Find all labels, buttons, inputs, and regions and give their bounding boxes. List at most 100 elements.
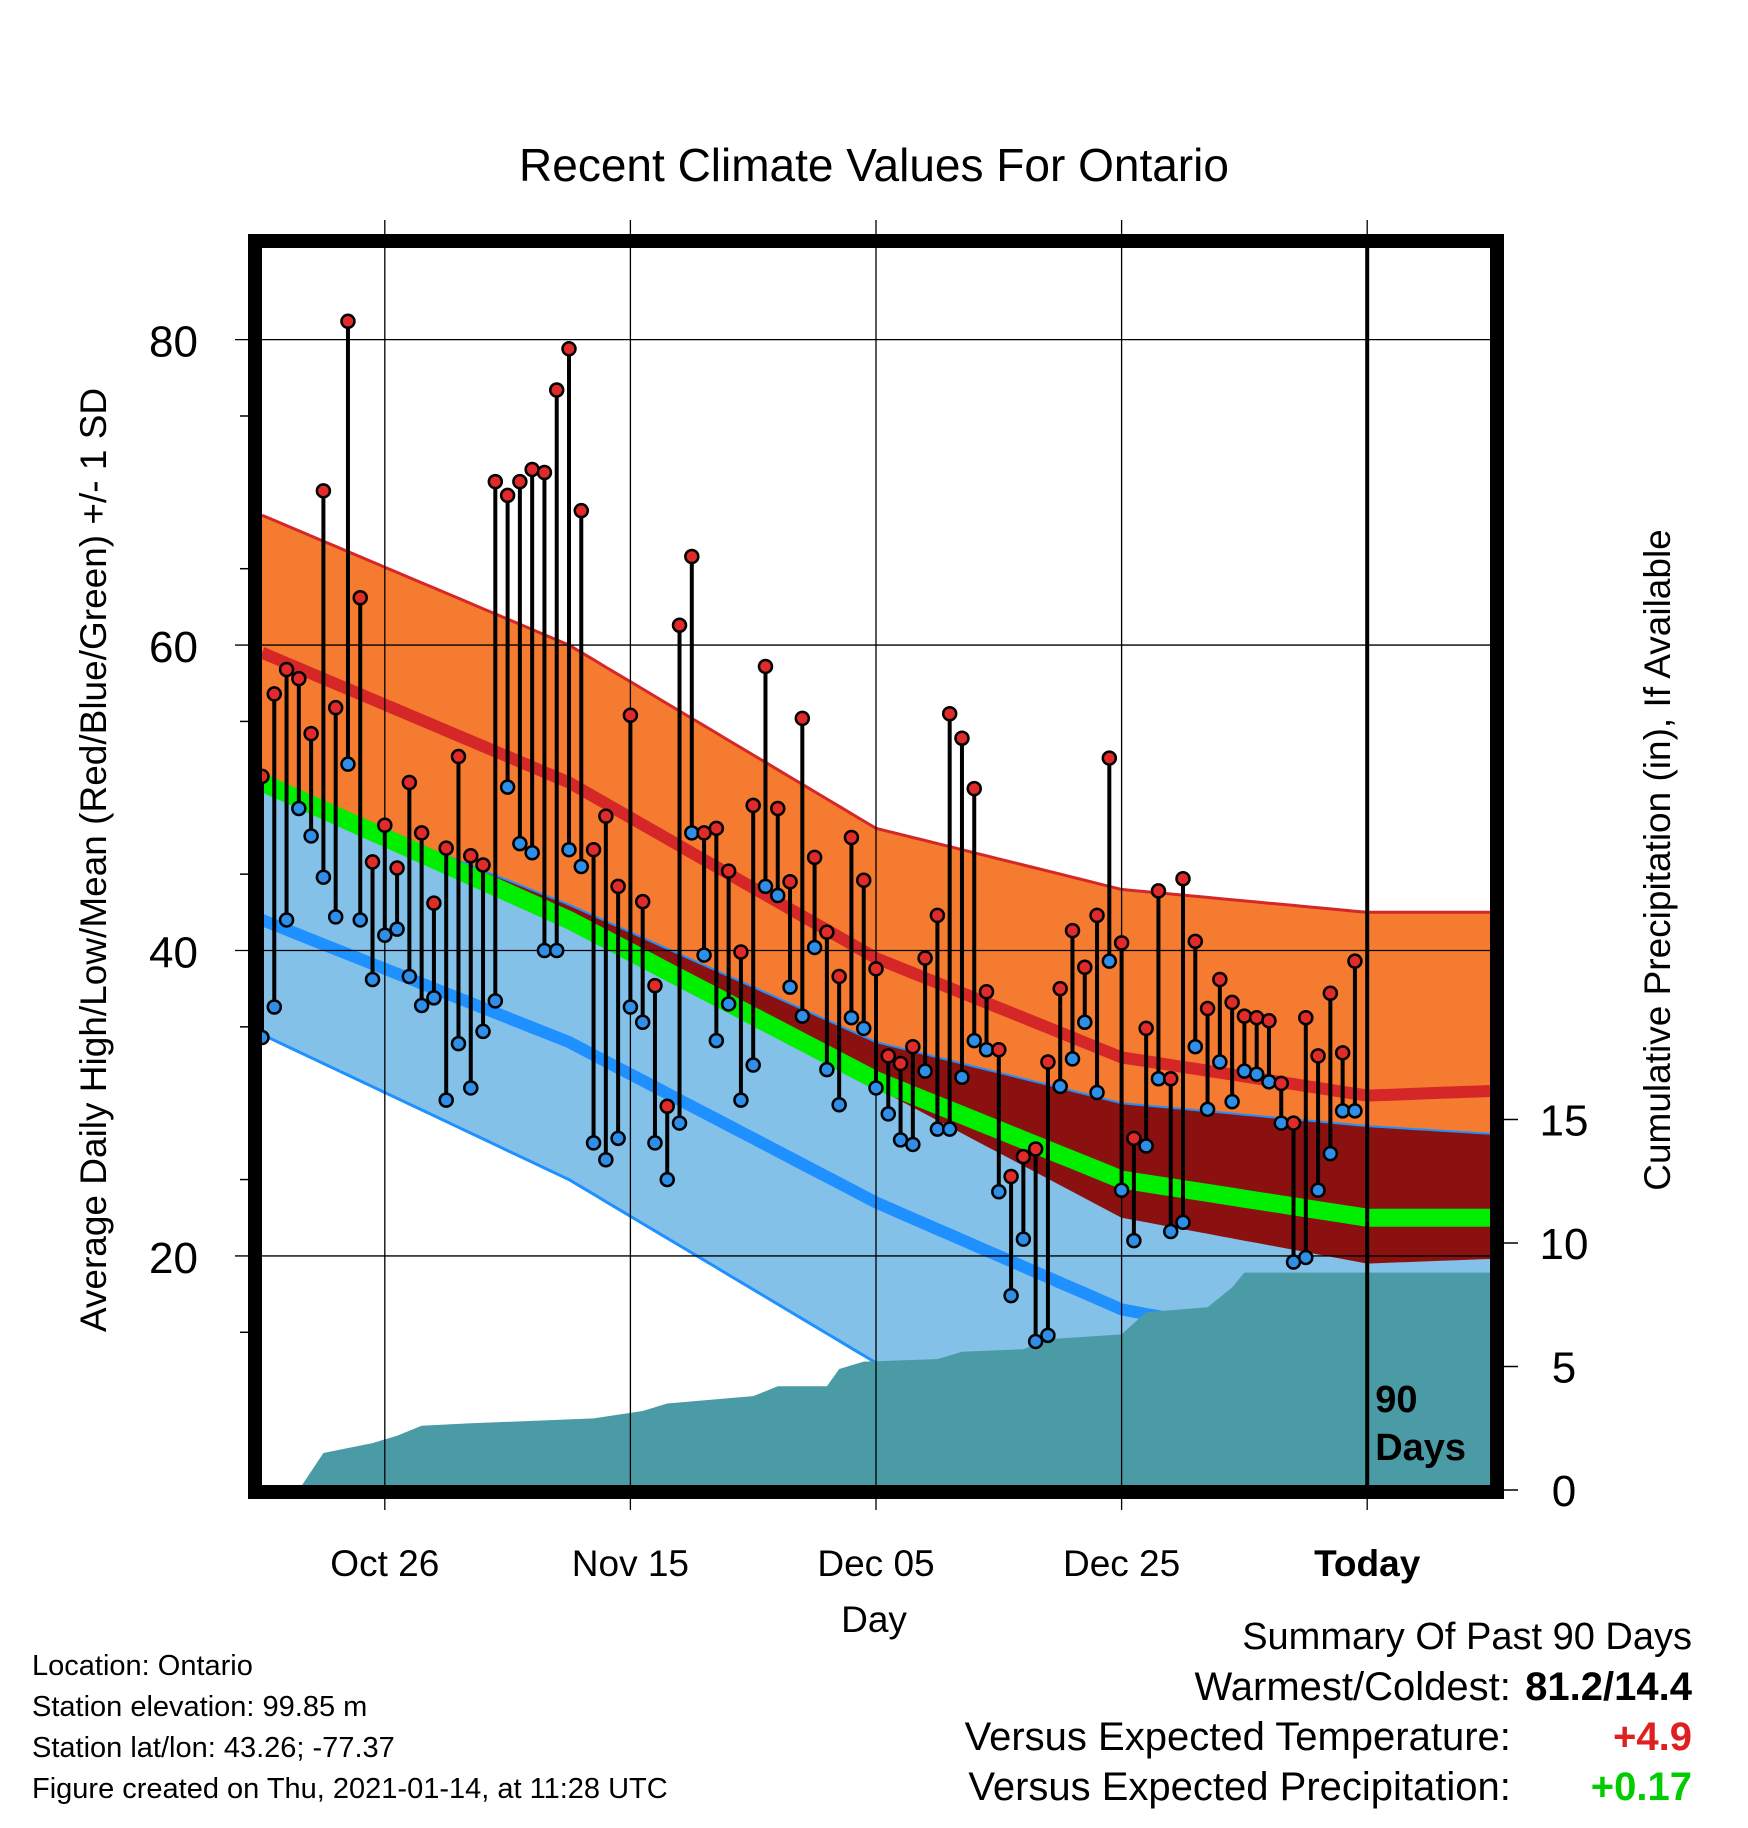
latlon-text: Station lat/lon: 43.26; -77.37 (32, 1732, 395, 1764)
daily-high-point (303, 725, 319, 742)
daily-low-point (720, 996, 737, 1012)
daily-low-point (1187, 1038, 1204, 1055)
daily-low-point (1027, 1333, 1044, 1350)
plot-frame (248, 234, 1504, 1499)
daily-high-point (1347, 953, 1363, 969)
daily-low-point (1162, 1223, 1179, 1240)
daily-high-point (978, 983, 995, 1000)
daily-high-point (561, 341, 577, 357)
daily-high-point (880, 1048, 897, 1064)
daily-low-point (262, 1029, 270, 1046)
daily-high-point (1187, 933, 1204, 950)
daily-high-point (291, 670, 307, 687)
daily-high-point (499, 487, 516, 504)
daily-high-point (1089, 907, 1105, 924)
daily-low-point (1138, 1138, 1154, 1154)
daily-low-point (634, 1014, 651, 1031)
daily-low-point (1113, 1182, 1130, 1199)
daily-high-point (905, 1038, 921, 1055)
daily-high-point (745, 797, 761, 814)
daily-high-point (917, 950, 933, 966)
daily-high-point (450, 748, 467, 765)
daily-low-point (1322, 1145, 1339, 1162)
daily-high-point (463, 848, 479, 864)
daily-low-point (991, 1184, 1007, 1200)
daily-high-point (1261, 1012, 1277, 1029)
daily-high-point (1236, 1008, 1253, 1024)
daily-high-point (377, 817, 393, 834)
daily-high-point (1224, 994, 1240, 1011)
daily-high-point (794, 710, 811, 727)
summary-temperature: Versus Expected Temperature: +4.9 (965, 1712, 1692, 1762)
daily-high-point (831, 968, 847, 985)
daily-low-point (1212, 1054, 1228, 1070)
daily-low-point (266, 999, 283, 1015)
daily-high-point (1126, 1130, 1142, 1147)
daily-low-point (1310, 1182, 1326, 1199)
daily-high-point (1298, 1009, 1314, 1026)
chart-title: Recent Climate Values For Ontario (519, 139, 1229, 191)
daily-low-point (868, 1080, 884, 1096)
precip-label: Versus Expected Precipitation: (968, 1765, 1511, 1809)
daily-low-point (561, 841, 577, 858)
daily-low-point (426, 990, 442, 1006)
daily-high-point (733, 944, 749, 960)
daily-low-point (917, 1063, 933, 1079)
x-tick-label: Today (1314, 1543, 1421, 1584)
elevation-text: Station elevation: 99.85 m (32, 1691, 368, 1723)
daily-low-point (1298, 1249, 1314, 1266)
summary-heading: Summary Of Past 90 Days (1242, 1616, 1692, 1658)
daily-high-point (573, 502, 590, 519)
axes: 20 40 60 80 0 5 10 15 Oct 26 Nov 15 Dec 05 Dec 25 To… (149, 234, 1589, 1584)
daily-low-point (671, 1115, 688, 1131)
daily-low-point (745, 1057, 761, 1073)
daily-high-point (1064, 922, 1081, 939)
daily-high-point (1273, 1075, 1289, 1092)
daily-low-point (585, 1135, 602, 1151)
daily-low-point (622, 999, 639, 1015)
daily-high-point (1052, 980, 1068, 997)
daily-high-point (266, 686, 283, 702)
y-left-tick-label: 80 (149, 318, 198, 367)
daily-low-point (1101, 953, 1118, 969)
x-tick-label: Nov 15 (572, 1543, 689, 1584)
y-left-tick-label: 40 (149, 928, 198, 977)
daily-low-point (770, 887, 786, 904)
daily-high-point (843, 829, 860, 846)
daily-high-point (1015, 1148, 1032, 1165)
daily-low-point (1236, 1063, 1253, 1079)
x-tick-label: Dec 25 (1063, 1543, 1180, 1584)
y-axis-right-label: Cumulative Precipitation (in), If Availa… (1637, 529, 1678, 1191)
daily-high-point (892, 1055, 909, 1072)
daily-low-point (340, 756, 356, 772)
daily-low-point (855, 1020, 872, 1037)
daily-low-point (475, 1023, 491, 1040)
daily-high-point (647, 977, 663, 994)
daily-low-point (966, 1032, 982, 1049)
daily-high-point (401, 774, 418, 791)
created-text: Figure created on Thu, 2021-01-14, at 11… (32, 1773, 668, 1805)
daily-low-point (659, 1171, 675, 1188)
warm-cold-value: 81.2/14.4 (1525, 1665, 1692, 1709)
daily-low-point (1052, 1078, 1068, 1095)
daily-high-point (1212, 971, 1228, 988)
daily-high-point (413, 825, 430, 841)
daily-low-point (782, 979, 798, 995)
daily-high-point (487, 473, 504, 490)
daily-low-point (401, 968, 418, 985)
y-right-tick-label: 10 (1540, 1220, 1589, 1269)
daily-high-point (929, 907, 946, 924)
daily-low-point (733, 1092, 749, 1108)
daily-low-point (389, 921, 405, 937)
y-left-tick-label: 20 (149, 1234, 198, 1283)
daily-high-point (1322, 985, 1339, 1002)
daily-high-point (610, 878, 626, 895)
daily-low-point (598, 1151, 614, 1168)
daily-low-point (315, 869, 332, 885)
daily-low-point (499, 779, 516, 795)
daily-low-point (1126, 1232, 1142, 1249)
daily-low-point (905, 1136, 921, 1153)
daily-high-point (598, 808, 614, 824)
daily-low-point (548, 942, 565, 959)
